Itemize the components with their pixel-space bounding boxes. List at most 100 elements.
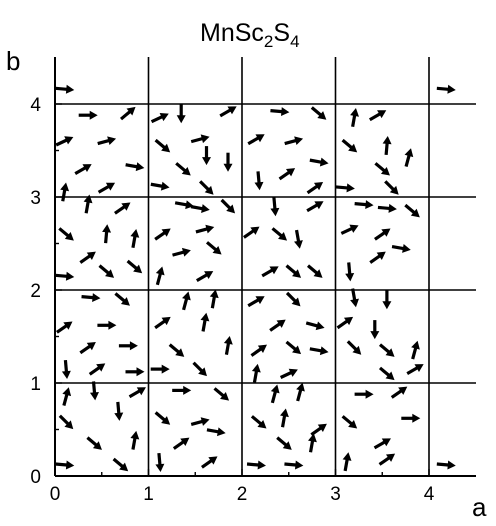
spin-arrow	[176, 104, 186, 124]
spin-arrow	[354, 200, 374, 210]
spin-arrow	[269, 319, 286, 332]
spin-arrow	[168, 343, 185, 357]
spin-arrow	[172, 437, 190, 450]
spin-arrow	[309, 346, 329, 356]
y-tick-label: 4	[30, 95, 41, 116]
y-tick-label: 0	[30, 467, 41, 488]
spin-arrow	[411, 340, 420, 360]
spin-arrow	[342, 452, 352, 472]
spin-arrow	[284, 136, 304, 146]
spin-arrow	[369, 251, 386, 264]
spin-arrow	[384, 180, 399, 195]
spin-arrow	[81, 293, 101, 303]
spin-arrow	[74, 164, 92, 175]
spin-arrow	[55, 136, 74, 147]
spin-arrow	[310, 423, 327, 436]
spin-arrow	[382, 135, 392, 156]
spin-arrow	[97, 320, 117, 330]
spin-arrow	[378, 366, 395, 381]
y-axis-letter: b	[6, 46, 20, 76]
spin-arrow	[219, 106, 237, 118]
spin-arrow	[150, 112, 169, 124]
spin-arrow	[341, 415, 358, 429]
spin-arrow	[97, 136, 117, 146]
spin-arrow	[154, 316, 171, 330]
spin-arrow	[285, 264, 302, 278]
spin-arrow	[102, 224, 112, 244]
spin-arrow	[58, 414, 74, 430]
spin-arrow	[374, 228, 391, 241]
spin-arrow	[79, 251, 96, 264]
spin-arrow	[200, 312, 210, 332]
spin-arrow	[336, 316, 354, 330]
spin-arrow	[119, 106, 136, 121]
spin-arrow	[223, 335, 233, 355]
spin-arrow	[250, 344, 267, 357]
spin-arrow	[78, 110, 98, 120]
spin-arrow	[190, 417, 210, 426]
y-tick-label: 2	[30, 281, 41, 302]
spin-arrow	[88, 363, 106, 376]
cell-grid	[54, 57, 476, 477]
spin-arrow	[213, 387, 230, 401]
x-tick-label: 0	[50, 484, 61, 505]
spin-arrow	[209, 289, 219, 309]
spin-arrow	[155, 452, 165, 473]
spin-arrow	[436, 84, 456, 94]
spin-arrow	[370, 320, 380, 340]
spin-arrow	[243, 226, 260, 239]
y-tick-label: 1	[30, 374, 41, 395]
compound-title: MnSc2S4	[200, 19, 300, 51]
spin-arrow	[404, 203, 420, 218]
spin-arrow	[223, 152, 233, 172]
spin-arrow	[130, 229, 140, 249]
spin-arrow	[350, 108, 359, 128]
spin-arrow	[201, 456, 218, 469]
x-tick-label: 1	[143, 484, 154, 505]
spin-arrow	[247, 134, 265, 146]
spin-arrow	[345, 262, 355, 282]
spin-arrow	[285, 291, 301, 307]
spin-arrow	[155, 266, 165, 286]
spin-arrow	[114, 202, 131, 215]
spin-arrow	[369, 110, 387, 122]
spin-arrow	[354, 389, 374, 399]
axis-tick-labels: 0 1 2 3 4 0 1 2 3 4	[30, 95, 434, 505]
spin-arrow	[55, 271, 75, 281]
spin-arrow	[89, 381, 99, 401]
spin-arrow	[246, 460, 266, 470]
spin-arrow	[335, 183, 355, 193]
spin-arrow	[154, 228, 171, 241]
spin-arrow	[306, 264, 323, 278]
spin-arrow	[55, 84, 75, 94]
x-axis-letter: a	[472, 492, 487, 521]
spin-arrow	[294, 229, 303, 249]
spin-arrow	[341, 138, 358, 153]
spin-arrow	[308, 433, 317, 453]
x-tick-label: 2	[237, 484, 248, 505]
spin-arrow	[390, 386, 408, 399]
spin-arrow	[284, 460, 304, 470]
spin-arrow	[150, 364, 170, 374]
spin-arrow	[195, 224, 215, 234]
spin-arrow	[306, 201, 324, 213]
spin-arrow	[270, 107, 290, 117]
spin-arrow	[346, 340, 362, 355]
spin-arrow	[112, 457, 129, 472]
spin-arrow	[192, 361, 207, 377]
spin-arrow	[374, 162, 390, 176]
spin-arrow	[150, 181, 170, 191]
spin-arrow	[276, 436, 292, 450]
spin-arrow	[79, 341, 96, 355]
spin-arrow	[86, 436, 102, 450]
spin-arrow	[126, 259, 143, 274]
spin-arrow	[250, 415, 267, 429]
spin-arrow	[378, 343, 395, 357]
spin-arrow	[391, 244, 411, 253]
spin-arrow	[296, 382, 305, 402]
x-tick-label: 3	[330, 484, 341, 505]
spin-arrow	[436, 460, 456, 470]
spin-arrow	[401, 413, 421, 423]
spin-arrow	[55, 460, 75, 470]
